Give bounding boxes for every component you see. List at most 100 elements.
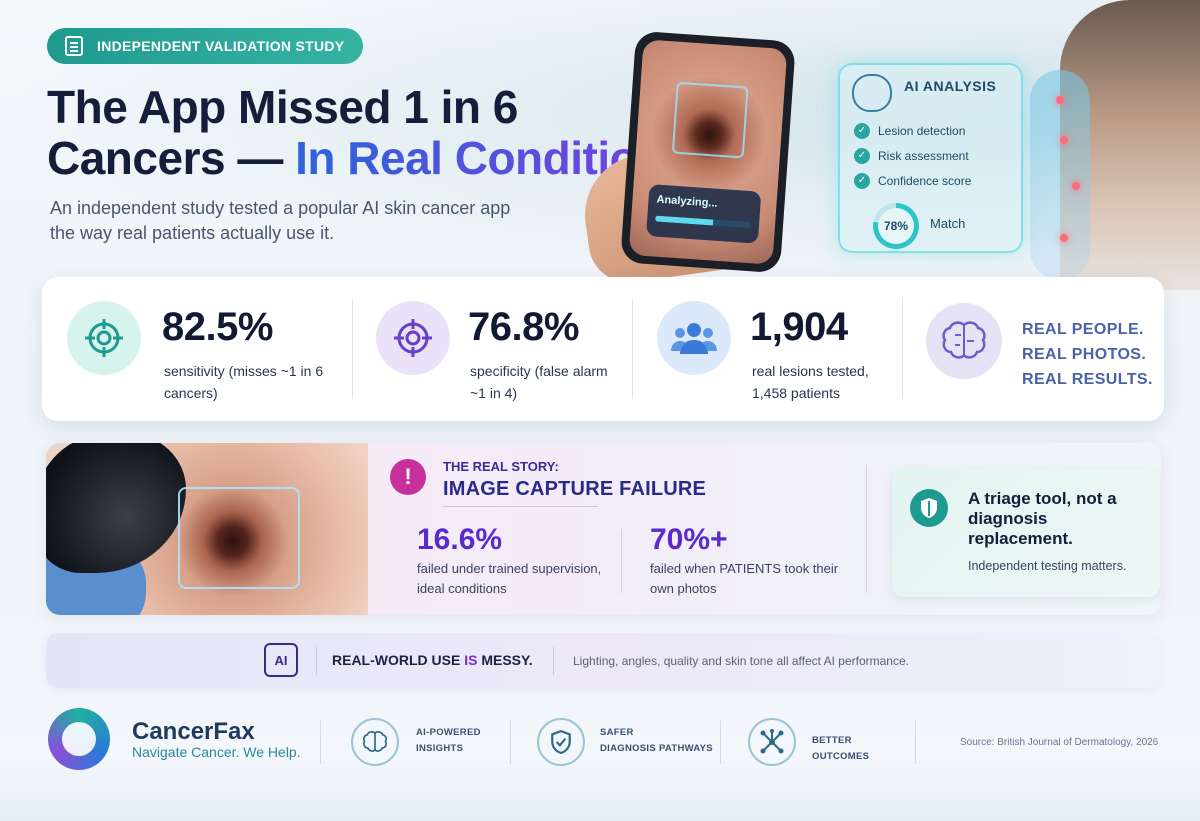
brain-icon <box>351 718 399 766</box>
feature-label: BETTER OUTCOMES <box>812 733 869 765</box>
footer-wave <box>0 760 1200 821</box>
phone-screen: Analyzing... <box>628 39 788 265</box>
brain-icon <box>926 303 1002 379</box>
people-icon <box>657 301 731 375</box>
page-subtitle: An independent study tested a popular AI… <box>50 198 511 243</box>
title-line-1: The App Missed 1 in 6 <box>47 81 518 133</box>
analyzing-label: Analyzing... <box>656 193 718 210</box>
triage-card: A triage tool, not a diagnosis replaceme… <box>892 469 1160 597</box>
target-icon <box>67 301 141 375</box>
analyzing-progress <box>655 215 752 229</box>
ai-item: ✓ Confidence score <box>854 173 971 189</box>
supervised-fail-value: 16.6% <box>417 523 503 556</box>
ai-item-label: Confidence score <box>878 174 972 188</box>
network-icon <box>748 718 796 766</box>
ai-item: ✓ Lesion detection <box>854 123 965 139</box>
source-citation: Source: British Journal of Dermatology, … <box>960 737 1159 748</box>
cancerfax-logo <box>48 708 110 770</box>
brand-tagline: Navigate Cancer. We Help. <box>132 744 301 760</box>
title-line-2-a: Cancers — <box>47 132 296 184</box>
dermatoscope-photo <box>46 443 368 615</box>
body-scan-illustration <box>1030 70 1090 280</box>
feature-line: BETTER <box>812 735 852 746</box>
feature-line: SAFER <box>600 727 634 738</box>
brain-icon <box>852 74 892 112</box>
divider <box>632 299 633 399</box>
divider <box>553 647 554 675</box>
body-spot <box>1060 136 1068 144</box>
story-rule <box>443 506 598 507</box>
real-line: REAL PHOTOS. <box>1022 346 1147 363</box>
supervised-fail-label: failed under trained supervision, ideal … <box>417 561 602 596</box>
study-badge: INDEPENDENT VALIDATION STUDY <box>47 28 363 64</box>
ai-chip-icon: AI <box>264 643 298 677</box>
banner-title-a: REAL-WORLD USE <box>332 652 465 668</box>
story-panel: ! THE REAL STORY: IMAGE CAPTURE FAILURE … <box>46 443 1161 615</box>
real-list: REAL PEOPLE. REAL PHOTOS. REAL RESULTS. <box>1022 317 1153 392</box>
real-line: REAL RESULTS. <box>1022 371 1153 388</box>
ai-analysis-card: AI ANALYSIS ✓ Lesion detection ✓ Risk asse… <box>838 63 1023 253</box>
divider <box>621 529 622 593</box>
check-icon: ✓ <box>854 148 870 164</box>
feature-line: OUTCOMES <box>812 751 870 762</box>
page-title: The App Missed 1 in 6 Cancers — In Real … <box>47 82 690 184</box>
ai-card-title: AI ANALYSIS <box>904 78 997 94</box>
stat-label: sensitivity (misses ~1 in 6 cancers) <box>164 363 324 401</box>
triage-subtitle: Independent testing matters. <box>968 559 1127 573</box>
divider <box>510 720 511 764</box>
divider <box>915 720 916 764</box>
banner-title-highlight: IS <box>464 652 478 668</box>
divider <box>352 299 353 399</box>
scan-frame <box>178 487 300 589</box>
stat-sensitivity: 82.5% sensitivity (misses ~1 in 6 cancer… <box>42 277 352 421</box>
story-kicker: THE REAL STORY: <box>443 459 559 474</box>
feature-line: AI-POWERED <box>416 727 481 738</box>
triage-title: A triage tool, not a diagnosis replaceme… <box>968 489 1117 548</box>
divider <box>902 299 903 399</box>
analyzing-panel: Analyzing... <box>645 184 762 244</box>
feature-label: AI-POWERED INSIGHTS <box>416 725 481 757</box>
crosshair-icon <box>376 301 450 375</box>
banner-title: REAL-WORLD USE IS MESSY. <box>332 652 533 668</box>
shield-icon <box>537 718 585 766</box>
divider <box>320 720 321 764</box>
stat-label: specificity (false alarm ~1 in 4) <box>470 363 608 401</box>
brand-name: CancerFax <box>132 718 255 745</box>
badge-label: INDEPENDENT VALIDATION STUDY <box>97 38 345 54</box>
body-spot <box>1056 96 1064 104</box>
scan-frame <box>671 81 749 159</box>
ai-item: ✓ Risk assessment <box>854 148 969 164</box>
divider <box>720 720 721 764</box>
stat-specificity: 76.8% specificity (false alarm ~1 in 4) <box>352 277 632 421</box>
body-spot <box>1072 182 1080 190</box>
divider <box>316 647 317 675</box>
stat-value: 76.8% <box>468 305 579 349</box>
phone-mockup: Analyzing... <box>620 30 796 274</box>
story-heading: IMAGE CAPTURE FAILURE <box>443 478 707 500</box>
alert-icon: ! <box>390 459 426 495</box>
confidence-ring: 78% <box>873 203 919 249</box>
check-icon: ✓ <box>854 123 870 139</box>
confidence-label: Match <box>930 216 966 231</box>
stat-lesions: 1,904 real lesions tested, 1,458 patient… <box>632 277 902 421</box>
ai-item-label: Risk assessment <box>878 149 969 163</box>
stats-panel: 82.5% sensitivity (misses ~1 in 6 cancer… <box>42 277 1164 421</box>
patient-fail-value: 70%+ <box>650 523 728 556</box>
ai-item-label: Lesion detection <box>878 124 966 138</box>
divider <box>866 465 867 593</box>
shield-icon <box>910 489 948 527</box>
stat-value: 82.5% <box>162 305 273 349</box>
feature-label: SAFER DIAGNOSIS PATHWAYS <box>600 725 713 757</box>
feature-line: DIAGNOSIS PATHWAYS <box>600 743 713 754</box>
confidence-value: 78% <box>878 208 914 244</box>
title-line-2: Cancers — In Real Conditions <box>47 133 690 184</box>
messy-banner: AI REAL-WORLD USE IS MESSY. Lighting, an… <box>46 633 1160 688</box>
real-line: REAL PEOPLE. <box>1022 321 1144 338</box>
dermatoscope-shape <box>46 443 186 573</box>
stat-value: 1,904 <box>750 305 848 349</box>
stat-label: real lesions tested, 1,458 patients <box>752 363 869 401</box>
clipboard-icon <box>65 36 83 56</box>
banner-title-c: MESSY. <box>477 652 533 668</box>
banner-subtitle: Lighting, angles, quality and skin tone … <box>573 654 909 668</box>
patient-fail-label: failed when PATIENTS took their own phot… <box>650 561 839 596</box>
